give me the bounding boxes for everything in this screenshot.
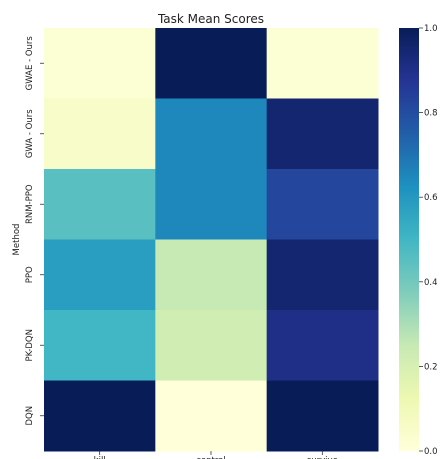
heatmap-cell — [266, 98, 379, 170]
heatmap-cell — [155, 169, 268, 240]
heatmap-cell — [266, 380, 379, 452]
colorbar-tick-label: 0.2 — [424, 362, 438, 372]
heatmap-cell — [44, 169, 156, 240]
heatmap-cell — [155, 380, 268, 452]
y-tick-label: RNM-PPO — [25, 184, 35, 224]
y-tick-label: GWAE - Ours — [25, 36, 35, 91]
chart-title: Task Mean Scores — [157, 12, 264, 26]
colorbar-tick-label: 0.4 — [424, 278, 438, 288]
heatmap-cell — [155, 98, 268, 170]
x-tick-label: survive — [307, 456, 338, 459]
heatmap-cell — [44, 380, 156, 452]
heatmap-cell — [155, 310, 268, 381]
y-tick-label: DQN — [25, 406, 35, 426]
y-axis-label: Method — [12, 224, 22, 256]
colorbar-tick-label: 0.6 — [424, 193, 438, 203]
heatmap-cell — [266, 310, 379, 381]
colorbar-tick-label: 0.0 — [424, 447, 438, 457]
heatmap-cell — [44, 310, 156, 381]
y-tick-label: PPO — [25, 266, 35, 283]
heatmap-cells — [44, 28, 379, 452]
colorbar-ticks: 0.0 0.2 0.4 0.6 0.8 1.0 — [419, 24, 438, 457]
heatmap-cell — [44, 239, 156, 311]
heatmap-cell — [266, 169, 379, 240]
y-tick-label: GWA - Ours — [25, 109, 35, 158]
x-tick-label: control — [196, 456, 225, 459]
colorbar-tick-label: 0.8 — [424, 109, 438, 119]
y-tick-label: PK-DQN — [25, 329, 35, 361]
colorbar — [399, 28, 419, 451]
colorbar-tick-label: 1.0 — [424, 24, 438, 34]
heatmap-cell — [155, 239, 268, 311]
heatmap-cell — [155, 28, 268, 99]
heatmap-cell — [44, 98, 156, 170]
x-tick-label: kill — [94, 456, 106, 459]
x-tick-labels: kill control survive — [94, 451, 338, 459]
y-tick-labels: GWAE - Ours GWA - Ours RNM-PPO PPO PK-DQN DQN — [25, 36, 44, 426]
heatmap-cell — [44, 28, 156, 99]
heatmap-cell — [266, 239, 379, 311]
heatmap-cell — [266, 28, 379, 99]
